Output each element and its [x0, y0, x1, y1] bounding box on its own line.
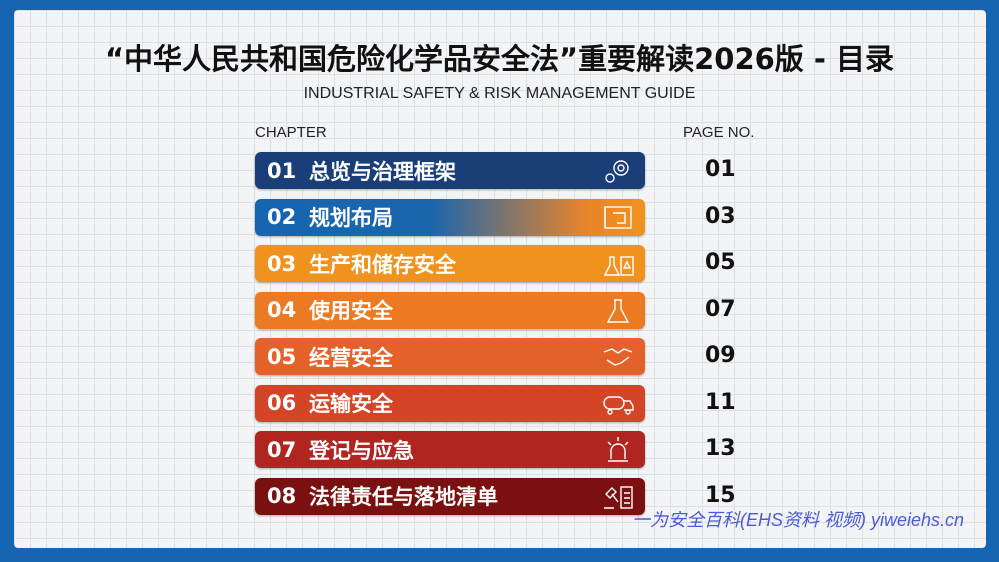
chapter-number: 08	[267, 484, 297, 508]
page-number: 13	[705, 436, 736, 461]
page-no-header: PAGE NO.	[683, 124, 755, 141]
page-subtitle: INDUSTRIAL SAFETY & RISK MANAGEMENT GUID…	[303, 85, 696, 102]
chapter-item[interactable]: 07 登记与应急	[255, 431, 645, 468]
chapter-title: 法律责任与落地清单	[309, 485, 498, 509]
tanker-truck-icon	[603, 395, 634, 415]
chapter-item[interactable]: 02 规划布局	[255, 198, 645, 236]
chapter-title: 总览与治理框架	[309, 159, 456, 184]
chapter-number: 03	[267, 251, 297, 276]
page-number: 11	[705, 389, 736, 415]
chapter-header: CHAPTER	[255, 124, 327, 141]
page-title: “中华人民共和国危险化学品安全法”重要解读2026版 - 目录	[104, 42, 895, 76]
chapter-title: 登记与应急	[309, 438, 414, 463]
chapter-item[interactable]: 03 生产和储存安全	[255, 245, 645, 282]
page-number: 05	[705, 250, 736, 275]
chapter-title: 规划布局	[309, 206, 393, 230]
chapter-title: 经营安全	[309, 345, 393, 370]
page-number: 15	[705, 482, 736, 508]
chapter-title: 运输安全	[309, 392, 393, 416]
handshake-icon	[603, 348, 633, 366]
chapter-item[interactable]: 04 使用安全	[255, 291, 645, 329]
chapter-number: 04	[267, 298, 297, 322]
chapter-number: 06	[267, 391, 297, 415]
page-number: 03	[705, 203, 736, 229]
page-number: 01	[705, 157, 736, 182]
chapter-title: 生产和储存安全	[309, 252, 456, 277]
chapter-number: 05	[267, 344, 297, 369]
page-number: 09	[705, 343, 736, 368]
chapter-number: 07	[267, 437, 297, 462]
chapter-item[interactable]: 05 经营安全	[255, 338, 645, 375]
lab-storage-icon	[603, 256, 634, 276]
chapter-item[interactable]: 06 运输安全	[255, 384, 645, 422]
page-number: 07	[705, 296, 736, 322]
chapter-item[interactable]: 08 法律责任与落地清单	[255, 477, 645, 515]
watermark: 一为安全百科(EHS资料 视频) yiweiehs.cn	[632, 510, 965, 530]
chapter-title: 使用安全	[309, 299, 393, 323]
gear-icon	[605, 160, 629, 183]
flask-icon	[606, 298, 630, 323]
chapter-number: 01	[267, 158, 297, 183]
chapter-number: 02	[267, 205, 297, 229]
chapter-item[interactable]: 01 总览与治理框架	[255, 152, 645, 189]
gavel-checklist-icon	[604, 485, 633, 509]
blueprint-icon	[604, 205, 632, 229]
alarm-light-icon	[607, 437, 629, 462]
